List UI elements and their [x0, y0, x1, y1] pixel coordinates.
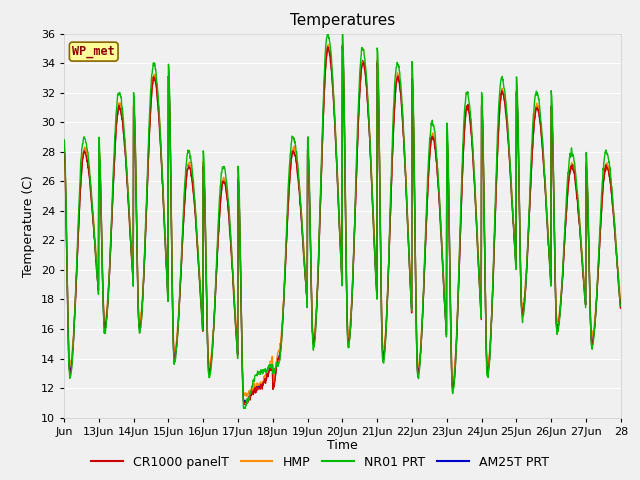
- Line: NR01 PRT: NR01 PRT: [64, 32, 620, 408]
- CR1000 panelT: [147, 100, 155, 106]
- CR1000 panelT: [328, 74, 336, 80]
- HMP: [616, 296, 624, 301]
- NR01 PRT: [616, 303, 624, 309]
- NR01 PRT: [610, 214, 618, 219]
- Line: HMP: HMP: [64, 45, 620, 396]
- HMP: [328, 71, 336, 77]
- HMP: [243, 394, 250, 399]
- AM25T PRT: [60, 146, 68, 152]
- CR1000 panelT: [556, 313, 563, 319]
- CR1000 panelT: [60, 146, 68, 152]
- CR1000 panelT: [474, 250, 482, 256]
- CR1000 panelT: [610, 218, 618, 224]
- AM25T PRT: [317, 170, 325, 176]
- Line: AM25T PRT: AM25T PRT: [64, 47, 620, 402]
- HMP: [474, 245, 482, 251]
- AM25T PRT: [324, 44, 332, 49]
- CR1000 panelT: [616, 305, 624, 311]
- HMP: [610, 211, 618, 216]
- Text: WP_met: WP_met: [72, 45, 115, 58]
- HMP: [317, 170, 325, 176]
- CR1000 panelT: [317, 171, 325, 177]
- Y-axis label: Temperature (C): Temperature (C): [22, 175, 35, 276]
- NR01 PRT: [556, 316, 563, 322]
- NR01 PRT: [147, 84, 155, 90]
- AM25T PRT: [474, 248, 482, 253]
- NR01 PRT: [60, 137, 68, 143]
- Line: CR1000 panelT: CR1000 panelT: [64, 46, 620, 404]
- HMP: [60, 148, 68, 154]
- HMP: [556, 308, 563, 313]
- AM25T PRT: [328, 75, 336, 81]
- NR01 PRT: [474, 253, 482, 259]
- AM25T PRT: [240, 399, 248, 405]
- AM25T PRT: [147, 99, 155, 105]
- AM25T PRT: [556, 313, 563, 319]
- Legend: CR1000 panelT, HMP, NR01 PRT, AM25T PRT: CR1000 panelT, HMP, NR01 PRT, AM25T PRT: [86, 451, 554, 474]
- X-axis label: Time: Time: [327, 439, 358, 453]
- CR1000 panelT: [339, 43, 346, 48]
- NR01 PRT: [317, 160, 325, 166]
- HMP: [324, 42, 332, 48]
- HMP: [147, 98, 155, 104]
- Title: Temperatures: Temperatures: [290, 13, 395, 28]
- NR01 PRT: [328, 65, 336, 71]
- NR01 PRT: [240, 406, 248, 411]
- CR1000 panelT: [241, 401, 248, 407]
- AM25T PRT: [616, 302, 624, 308]
- AM25T PRT: [610, 214, 618, 220]
- NR01 PRT: [339, 29, 346, 35]
